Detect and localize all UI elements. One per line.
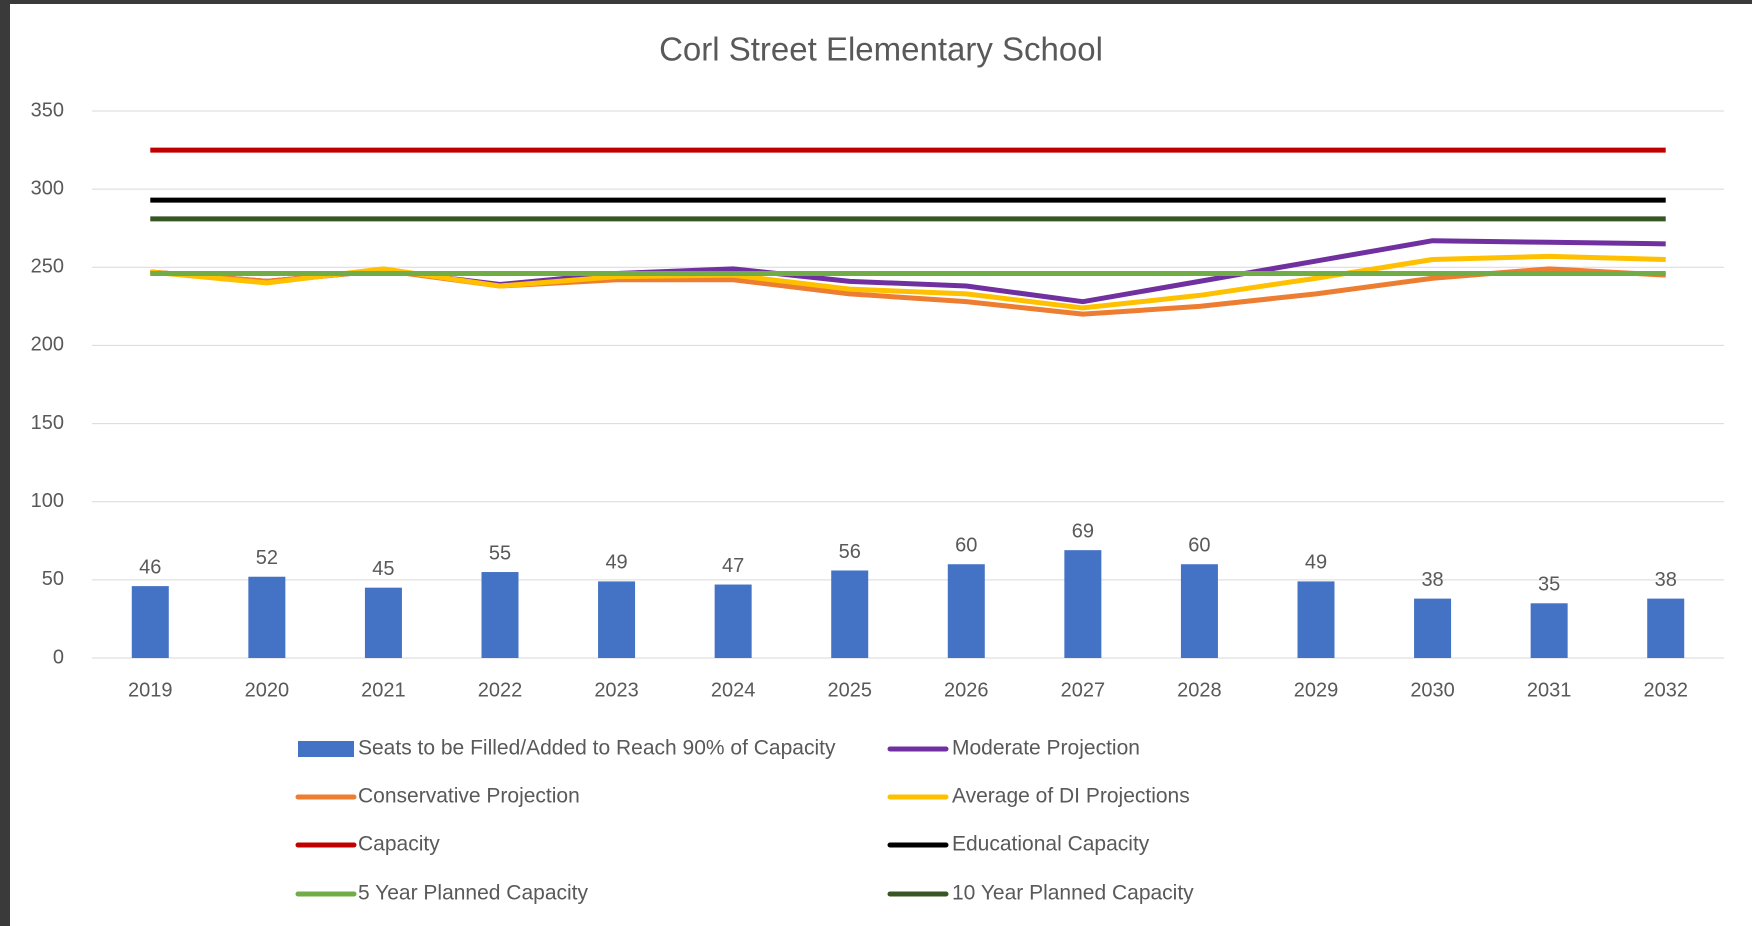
data-label: 69 (1072, 520, 1094, 542)
data-label: 35 (1538, 574, 1560, 596)
data-label: 56 (839, 541, 861, 563)
y-tick-label: 100 (31, 490, 64, 512)
bar (364, 587, 402, 658)
y-tick-label: 50 (42, 568, 64, 590)
data-label: 52 (256, 547, 278, 569)
bar (598, 581, 636, 658)
x-tick-label: 2027 (1061, 679, 1106, 701)
y-tick-label: 200 (31, 334, 64, 356)
data-label: 60 (1188, 535, 1210, 557)
x-tick-label: 2029 (1294, 679, 1339, 701)
bar (1647, 598, 1685, 658)
bar (1064, 550, 1102, 658)
x-tick-label: 2028 (1177, 679, 1222, 701)
y-tick-label: 0 (53, 646, 64, 668)
y-tick-label: 300 (31, 177, 64, 199)
data-label: 38 (1421, 569, 1443, 591)
x-tick-label: 2020 (245, 679, 290, 701)
x-tick-label: 2031 (1527, 679, 1572, 701)
bar (947, 564, 985, 658)
bar (248, 576, 286, 658)
bar (831, 570, 869, 658)
x-tick-label: 2023 (594, 679, 639, 701)
data-label: 38 (1655, 569, 1677, 591)
x-tick-label: 2022 (478, 679, 523, 701)
x-tick-label: 2026 (944, 679, 989, 701)
data-label: 47 (722, 555, 744, 577)
data-label: 46 (139, 556, 161, 578)
data-label: 49 (605, 552, 627, 574)
x-tick-label: 2025 (827, 679, 872, 701)
legend-label: Moderate Projection (952, 737, 1140, 760)
x-tick-label: 2030 (1410, 679, 1455, 701)
legend-label: Conservative Projection (358, 785, 580, 808)
x-tick-label: 2019 (128, 679, 173, 701)
bar (481, 572, 519, 658)
legend-label: 10 Year Planned Capacity (952, 882, 1194, 905)
legend-swatch (298, 741, 354, 757)
x-tick-label: 2032 (1643, 679, 1688, 701)
data-label: 60 (955, 535, 977, 557)
bar (1530, 603, 1568, 658)
bar (1297, 581, 1335, 658)
legend-label: 5 Year Planned Capacity (358, 882, 589, 905)
data-label: 45 (372, 558, 394, 580)
legend-label: Seats to be Filled/Added to Reach 90% of… (358, 737, 836, 760)
chart-area (10, 4, 1752, 926)
bar (1414, 598, 1452, 658)
legend-label: Average of DI Projections (952, 785, 1190, 808)
bar (1180, 564, 1218, 658)
legend-label: Educational Capacity (952, 833, 1150, 856)
y-tick-label: 350 (31, 99, 64, 121)
chart-title: Corl Street Elementary School (659, 31, 1103, 68)
bar (131, 586, 169, 658)
data-label: 55 (489, 542, 511, 564)
y-tick-label: 150 (31, 412, 64, 434)
x-tick-label: 2024 (711, 679, 756, 701)
legend-label: Capacity (358, 833, 440, 856)
y-tick-label: 250 (31, 256, 64, 278)
bar (714, 584, 752, 658)
data-label: 49 (1305, 552, 1327, 574)
x-tick-label: 2021 (361, 679, 406, 701)
